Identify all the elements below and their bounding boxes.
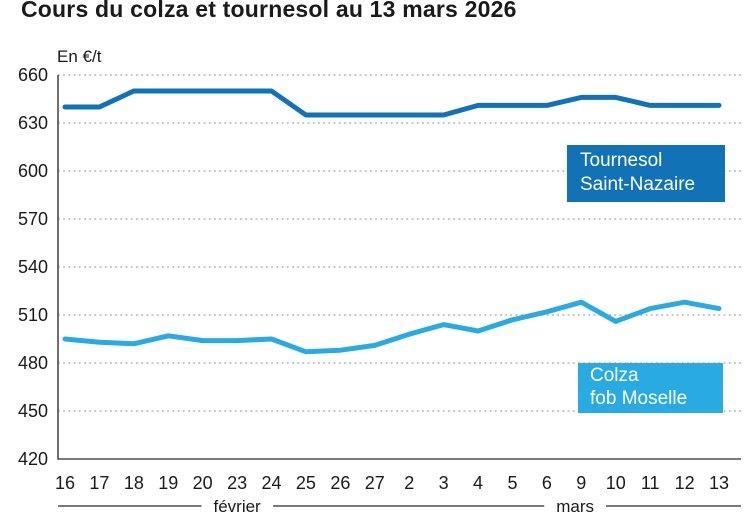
x-tick-label-12-18: 12	[675, 473, 695, 493]
x-tick-label-13-19: 13	[709, 473, 729, 493]
x-tick-label-4-12: 4	[473, 473, 483, 493]
y-tick-label-660: 660	[18, 65, 48, 85]
x-tick-label-19-3: 19	[158, 473, 178, 493]
x-tick-label-10-16: 10	[606, 473, 626, 493]
y-tick-label-630: 630	[18, 113, 48, 133]
month-label-mars: mars	[556, 497, 594, 513]
x-tick-label-3-11: 3	[439, 473, 449, 493]
y-tick-label-540: 540	[18, 257, 48, 277]
x-tick-label-17-1: 17	[89, 473, 109, 493]
x-tick-label-9-15: 9	[576, 473, 586, 493]
x-tick-label-24-6: 24	[262, 473, 282, 493]
y-tick-label-480: 480	[18, 353, 48, 373]
legend-colza-line1: Colza	[590, 365, 639, 386]
y-tick-label-450: 450	[18, 401, 48, 421]
x-tick-label-16-0: 16	[55, 473, 75, 493]
legend-tournesol-saint-nazaire: Tournesol Saint-Nazaire	[567, 145, 725, 202]
y-tick-label-420: 420	[18, 449, 48, 469]
y-tick-label-570: 570	[18, 209, 48, 229]
x-tick-label-27-9: 27	[365, 473, 385, 493]
series-line-colza-fob-moselle	[62, 299, 722, 355]
legend-tournesol-line1: Tournesol	[580, 150, 663, 171]
series-line-tournesol-saint-nazaire	[62, 88, 722, 118]
chart-title: Cours du colza et tournesol au 13 mars 2…	[21, 0, 517, 22]
y-tick-label-600: 600	[18, 161, 48, 181]
legend-tournesol-line2: Saint-Nazaire	[580, 174, 696, 195]
x-tick-label-26-8: 26	[330, 473, 350, 493]
month-label-février: février	[213, 497, 261, 513]
x-tick-label-11-17: 11	[641, 473, 660, 493]
x-tick-label-25-7: 25	[296, 473, 316, 493]
x-tick-label-20-4: 20	[193, 473, 213, 493]
legend-colza-fob-moselle: Colza fob Moselle	[578, 363, 723, 413]
axis-lines	[57, 75, 741, 460]
x-tick-label-5-13: 5	[507, 473, 517, 493]
x-tick-label-23-5: 23	[227, 473, 247, 493]
legend-colza-line2: fob Moselle	[590, 388, 688, 409]
x-tick-label-18-2: 18	[124, 473, 144, 493]
y-axis-unit-label: En €/t	[57, 47, 102, 66]
x-tick-label-6-14: 6	[542, 473, 552, 493]
y-tick-label-510: 510	[18, 305, 48, 325]
x-tick-label-2-10: 2	[404, 473, 414, 493]
